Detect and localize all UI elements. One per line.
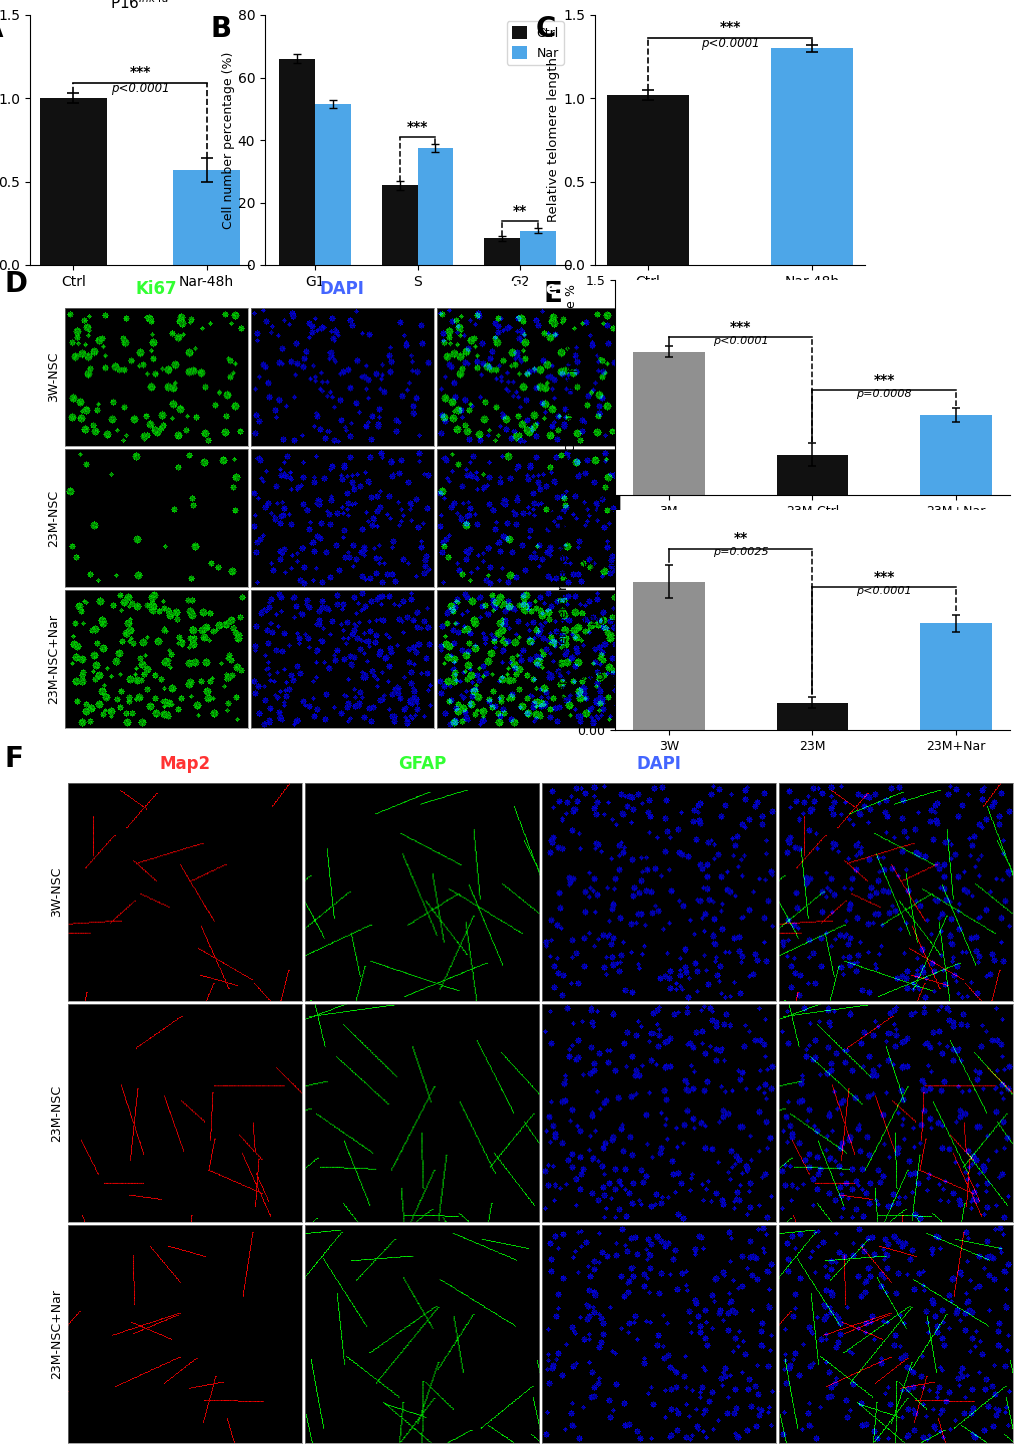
Bar <box>484 238 520 265</box>
Bar <box>173 170 239 265</box>
Text: GFAP: GFAP <box>397 755 445 773</box>
Text: B: B <box>210 14 231 44</box>
Bar <box>775 455 848 494</box>
Text: Ki67: Ki67 <box>136 280 176 299</box>
Bar <box>919 624 991 729</box>
Text: ***: *** <box>873 570 894 584</box>
Bar <box>40 99 107 265</box>
Text: ***: *** <box>129 65 151 80</box>
Text: Merge: Merge <box>865 755 925 773</box>
Text: ***: *** <box>407 120 428 133</box>
Bar <box>775 702 848 729</box>
Text: DAPI: DAPI <box>636 755 681 773</box>
Y-axis label: Relative telomere length: Relative telomere length <box>547 58 560 222</box>
Text: p<0.0001: p<0.0001 <box>856 586 911 596</box>
Bar <box>315 104 351 265</box>
Bar <box>633 581 704 729</box>
Text: 23M-NSC+Nar: 23M-NSC+Nar <box>50 1289 63 1379</box>
Text: p=0.0008: p=0.0008 <box>856 389 911 399</box>
Text: **: ** <box>513 204 527 218</box>
Text: G: G <box>543 510 567 538</box>
Bar <box>381 186 417 265</box>
Bar <box>919 415 991 494</box>
Text: 3W-NSC: 3W-NSC <box>47 352 60 402</box>
Text: A: A <box>0 14 3 44</box>
Text: DAPI: DAPI <box>319 280 364 299</box>
Text: E: E <box>543 280 562 307</box>
Text: p<0.0001: p<0.0001 <box>111 83 169 96</box>
Title: P16$^{Ink4a}$: P16$^{Ink4a}$ <box>110 0 169 13</box>
Text: p<0.0001: p<0.0001 <box>712 336 767 347</box>
Bar <box>417 148 453 265</box>
Y-axis label: Cell number percentage (%): Cell number percentage (%) <box>222 51 234 229</box>
Text: p<0.0001: p<0.0001 <box>700 38 758 49</box>
Text: 3W-NSC: 3W-NSC <box>50 867 63 918</box>
Bar <box>278 59 315 265</box>
Text: 23M-NSC: 23M-NSC <box>50 1085 63 1141</box>
Y-axis label: Map2$^+$ Cell percentage %: Map2$^+$ Cell percentage % <box>555 538 574 703</box>
Text: C: C <box>535 14 555 44</box>
Bar <box>520 231 555 265</box>
Text: p=0.0025: p=0.0025 <box>712 548 767 557</box>
Text: **: ** <box>733 531 747 545</box>
Text: 23M-NSC: 23M-NSC <box>47 490 60 547</box>
Text: 23M-NSC+Nar: 23M-NSC+Nar <box>47 613 60 705</box>
Bar <box>606 96 689 265</box>
Text: Map2: Map2 <box>159 755 210 773</box>
Y-axis label: Ki67$^+$Cell number percentage %: Ki67$^+$Cell number percentage % <box>564 284 582 492</box>
Text: F: F <box>5 745 23 773</box>
Bar <box>633 352 704 494</box>
Text: ***: *** <box>718 20 740 35</box>
Legend: Ctrl, Nar: Ctrl, Nar <box>506 22 564 65</box>
Text: ***: *** <box>873 373 894 387</box>
Text: D: D <box>5 270 28 299</box>
Text: Merge: Merge <box>498 280 557 299</box>
Bar <box>770 48 852 265</box>
Text: ***: *** <box>730 320 751 334</box>
